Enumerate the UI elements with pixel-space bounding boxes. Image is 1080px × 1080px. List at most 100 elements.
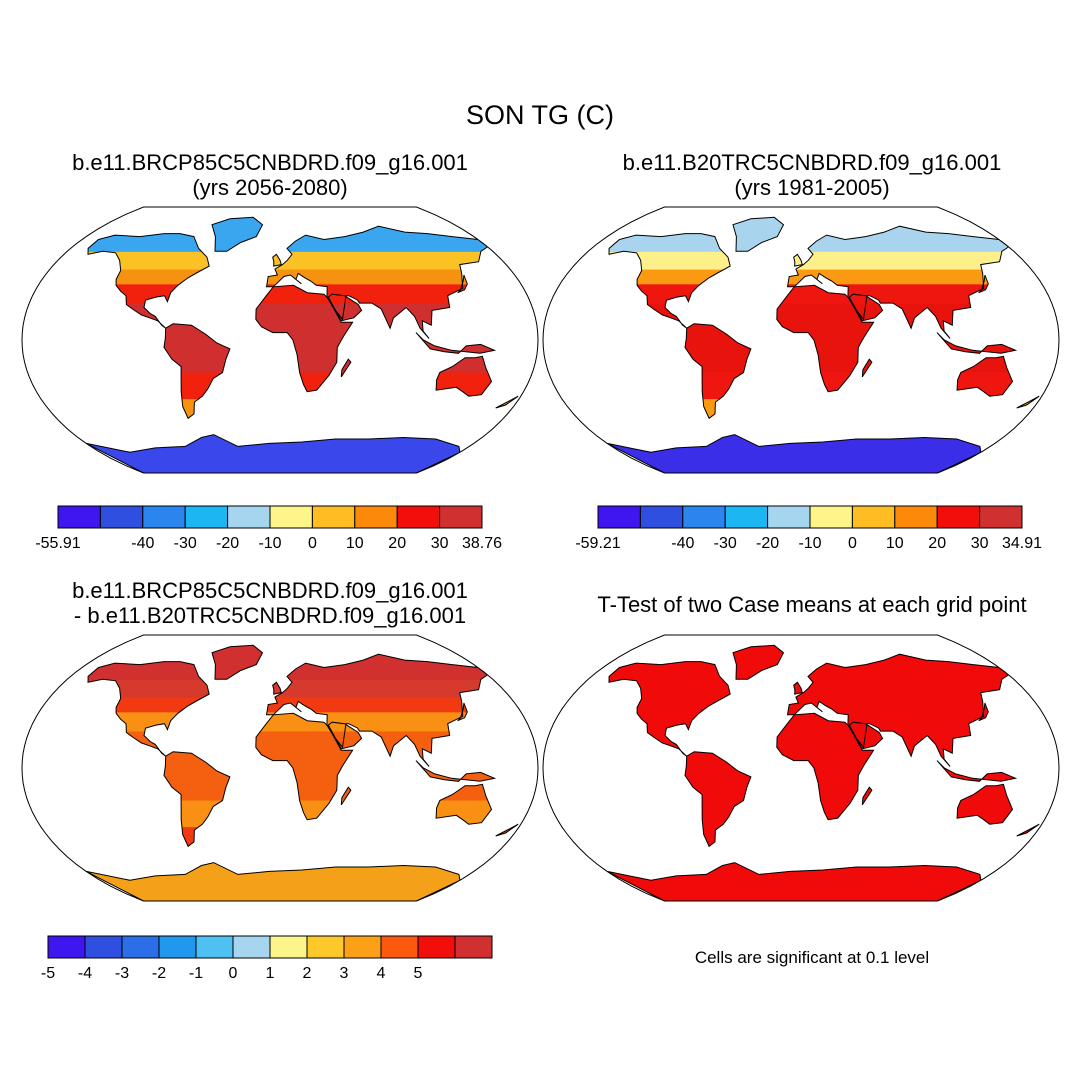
map-panel-3 [21, 634, 539, 902]
coast-indonesia [936, 760, 1018, 782]
map-body [85, 216, 519, 473]
coast-eurasia [265, 225, 489, 339]
coast-nz [495, 395, 519, 409]
colorbar-tick-label: 20 [928, 535, 946, 552]
colorbar-tick-label: -40 [671, 535, 694, 552]
zone-mid [607, 399, 1040, 430]
panel-3-title: b.e11.BRCP85C5CNBDRD.f09_g16.001 - b.e11… [20, 578, 520, 628]
colorbar-tick-label: 0 [308, 535, 317, 552]
figure-title: SON TG (C) [466, 100, 614, 130]
coast-australia [435, 783, 493, 825]
map-outline [542, 206, 1060, 474]
zone-mid [607, 827, 1040, 858]
colorbar-tick-label: -55.91 [35, 535, 80, 552]
colorbar-box [269, 935, 308, 959]
colorbar-box [979, 505, 1023, 529]
colorbar-box [380, 935, 419, 959]
colorbar-box [639, 505, 684, 529]
colorbar-box [343, 935, 382, 959]
colorbar-tick-label: -59.21 [575, 535, 620, 552]
coast-africa [776, 284, 875, 393]
colorbar-box [894, 505, 938, 529]
panel-1-title: b.e11.BRCP85C5CNBDRD.f09_g16.001 (yrs 20… [20, 150, 520, 200]
zone-hot [607, 303, 1040, 374]
colorbar-tick-label: 3 [340, 965, 349, 982]
colorbar-box [767, 505, 811, 529]
coast-nz [1016, 823, 1040, 837]
colorbar-tick-label: 20 [388, 535, 406, 552]
panel-3-title-line1: b.e11.BRCP85C5CNBDRD.f09_g16.001 [72, 578, 468, 603]
colorbar-box [354, 505, 398, 529]
colorbar-box [84, 935, 123, 959]
colorbar-tick-label: -5 [41, 965, 55, 982]
colorbar-tick-label: 0 [229, 965, 238, 982]
map-body [85, 644, 519, 901]
coast-indonesia [936, 332, 1018, 354]
colorbar-box [454, 935, 493, 959]
coast-britain [793, 681, 803, 695]
coast-northAmerica [608, 661, 731, 757]
coast-madagascar [340, 358, 352, 378]
coast-arabia [327, 293, 363, 322]
coast-africa [255, 284, 354, 393]
land-fill [607, 217, 1040, 473]
panel-2-title: b.e11.B20TRC5CNBDRD.f09_g16.001 (yrs 198… [562, 150, 1062, 200]
colorbar-box [851, 505, 896, 529]
coast-arabia [327, 721, 363, 750]
panel-4-title: T-Test of two Case means at each grid po… [562, 592, 1062, 617]
colorbar-tick-label: -10 [258, 535, 281, 552]
colorbar-tick-label: -2 [152, 965, 166, 982]
coast-nz [1016, 395, 1040, 409]
zone-hot [607, 731, 1040, 802]
zone-boreal [607, 679, 1040, 698]
colorbar-box [311, 505, 356, 529]
coast-madagascar [861, 358, 873, 378]
map-outline [21, 634, 539, 902]
colorbar-tick-label: 10 [886, 535, 904, 552]
coast-indonesia [415, 332, 497, 354]
colorbar-tick-label: -30 [714, 535, 737, 552]
colorbar-tick-label: -30 [174, 535, 197, 552]
colorbar-tick-label: 2 [303, 965, 312, 982]
coast-arabia [848, 293, 884, 322]
colorbar-panel-1: -55.91 -40 -30 -20 -10 0 10 20 30 38.76 [35, 505, 502, 552]
colorbar-box [47, 935, 86, 959]
colorbar-box [142, 505, 186, 529]
coast-greenland [211, 644, 264, 680]
colorbar-box [306, 935, 345, 959]
coast-australia [956, 783, 1014, 825]
panel-3-title-line2: - b.e11.B20TRC5CNBDRD.f09_g16.001 [73, 603, 467, 628]
coast-australia [956, 355, 1014, 397]
coast-australia [435, 355, 493, 397]
coast-greenland [732, 644, 785, 680]
coast-northAmerica [608, 233, 731, 329]
colorbar-box [99, 505, 144, 529]
coast-greenland [732, 216, 785, 252]
land-fill [86, 645, 519, 901]
panel-2-title-line2: (yrs 1981-2005) [734, 175, 890, 200]
colorbar-box [195, 935, 234, 959]
coast-japan [457, 702, 468, 722]
coast-greenland [211, 216, 264, 252]
map-outline [21, 206, 539, 474]
colorbar-box [57, 505, 101, 529]
colorbar-box [809, 505, 853, 529]
colorbar-box [682, 505, 726, 529]
colorbar-box [158, 935, 197, 959]
colorbar-tick-label: 30 [431, 535, 449, 552]
colorbar-tick-label: 38.76 [462, 535, 502, 552]
coast-arabia [848, 721, 884, 750]
land-fill [86, 217, 519, 473]
zone-hot [86, 303, 519, 374]
colorbar-tick-label: 0 [848, 535, 857, 552]
coast-japan [978, 274, 989, 294]
colorbar-tick-label: 34.91 [1002, 535, 1042, 552]
coast-eurasia [786, 225, 1010, 339]
coast-africa [776, 712, 875, 821]
map-body [606, 216, 1040, 473]
zone-boreal [607, 251, 1040, 270]
coast-britain [272, 681, 282, 695]
colorbar-panel-3: -5 -4 -3 -2 -1 0 1 2 3 4 5 [41, 935, 493, 982]
zone-mid [86, 399, 519, 430]
coast-northAmerica [87, 661, 210, 757]
